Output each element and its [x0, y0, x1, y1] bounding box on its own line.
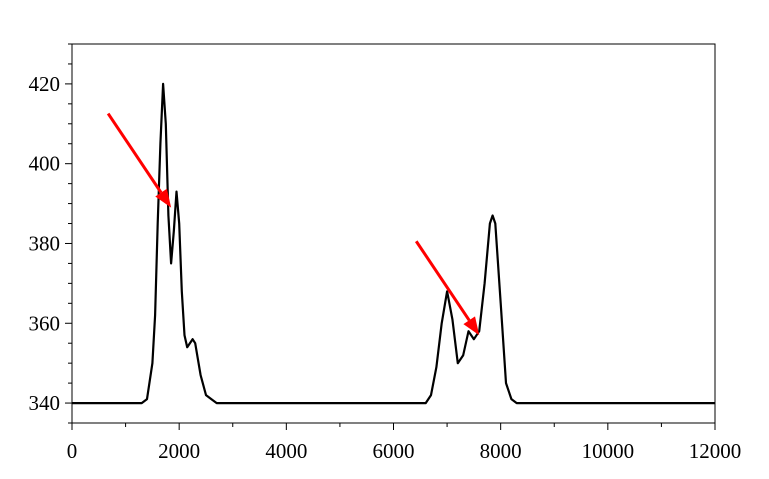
arrow-shaft [106, 112, 163, 194]
annotation-layer [106, 112, 480, 336]
series-line [72, 82, 715, 405]
x-tick-label: 6000 [373, 439, 415, 463]
y-axis: 340 360 380 400 420 [29, 43, 72, 424]
x-tick-label: 2000 [158, 439, 200, 463]
arrow-head [463, 316, 480, 336]
x-tick-label: 8000 [480, 439, 522, 463]
y-tick-label: 340 [29, 391, 61, 415]
series-layer [72, 82, 715, 405]
arrow-head [155, 188, 172, 208]
y-tick-label: 360 [29, 311, 61, 335]
y-tick-label: 400 [29, 152, 61, 176]
x-tick-label: 10000 [582, 439, 635, 463]
x-tick-label: 4000 [265, 439, 307, 463]
y-tick-label: 420 [29, 72, 61, 96]
x-axis: 0 2000 4000 6000 8000 10000 12000 [67, 423, 742, 463]
y-tick-label: 380 [29, 231, 61, 255]
x-tick-label: 0 [67, 439, 78, 463]
arrow-shaft [414, 240, 471, 322]
x-tick-label: 12000 [689, 439, 742, 463]
